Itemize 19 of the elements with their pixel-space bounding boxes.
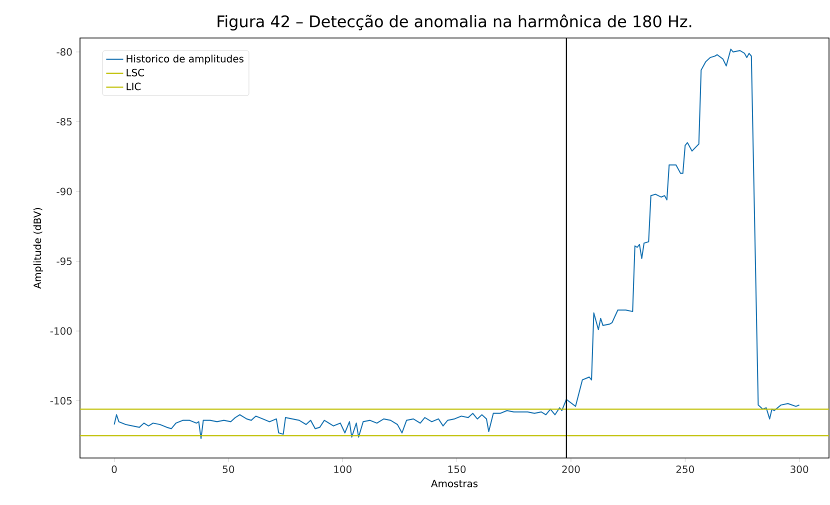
y-tick-label: -105 bbox=[50, 397, 72, 405]
legend-label: Historico de amplitudes bbox=[126, 54, 244, 64]
y-tick-label: -85 bbox=[56, 118, 72, 126]
x-axis-title: Amostras bbox=[431, 480, 478, 488]
x-tick-label: 50 bbox=[222, 466, 234, 474]
x-tick-label: 200 bbox=[562, 466, 580, 474]
y-axis-title: Amplitude (dBV) bbox=[33, 208, 44, 289]
legend-label: LIC bbox=[126, 82, 141, 90]
x-tick-label: 250 bbox=[676, 466, 694, 474]
y-tick-label: -100 bbox=[50, 327, 72, 335]
y-tick-label: -90 bbox=[56, 188, 72, 196]
x-tick-label: 150 bbox=[448, 466, 466, 474]
x-tick-label: 0 bbox=[112, 466, 117, 474]
y-tick-label: -95 bbox=[56, 257, 72, 266]
x-tick-label: 300 bbox=[790, 466, 808, 474]
legend-label: LSC bbox=[126, 68, 144, 76]
chart-title: Figura 42 – Detecção de anomalia na harmônica de 180 Hz. bbox=[218, 14, 692, 30]
x-tick-label: 100 bbox=[334, 466, 352, 474]
y-tick-label: -80 bbox=[56, 48, 72, 56]
